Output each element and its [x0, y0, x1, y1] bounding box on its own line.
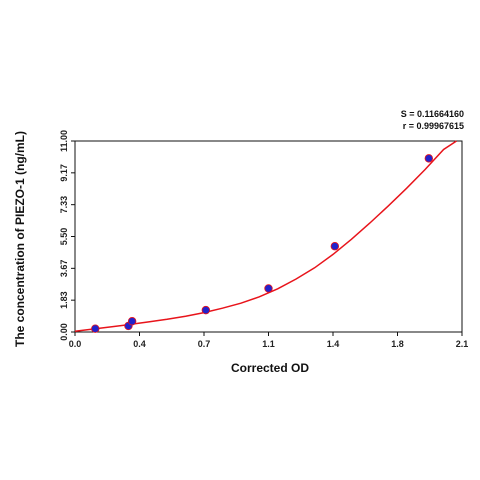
data-point: [330, 242, 340, 251]
data-point: [127, 317, 137, 326]
data-point: [201, 305, 211, 315]
stat-s-value: S = 0.11664160: [401, 109, 464, 119]
x-tick-label: 0.7: [198, 339, 211, 349]
data-point: [91, 324, 100, 333]
x-tick-label: 1.8: [391, 339, 404, 349]
y-tick-label: 9.17: [59, 164, 69, 182]
fit-curve-line: [74, 140, 457, 333]
y-tick-label: 1.83: [59, 291, 69, 309]
x-tick-label: 0.4: [133, 339, 146, 349]
x-tick-label: 2.1: [456, 339, 469, 349]
data-point: [424, 154, 434, 163]
x-axis-ticks: 0.0 0.4 0.7 1.1 1.4 1.8 2.1: [69, 332, 469, 349]
stat-r-value: r = 0.99967615: [403, 121, 464, 131]
plot-area-frame: [74, 140, 463, 333]
x-tick-label: 0.0: [69, 339, 82, 349]
y-tick-label: 5.50: [59, 228, 69, 246]
y-tick-label: 7.33: [59, 196, 69, 214]
y-tick-label: 0.00: [59, 323, 69, 341]
x-axis-title: Corrected OD: [231, 361, 309, 375]
y-axis-title: The concentration of PIEZO-1 (ng/mL): [13, 131, 27, 347]
data-points: [91, 154, 434, 333]
y-tick-label: 11.00: [59, 130, 69, 152]
x-tick-label: 1.1: [262, 339, 275, 349]
data-point: [264, 284, 273, 293]
y-tick-label: 3.67: [59, 260, 69, 278]
fit-statistics: S = 0.11664160 r = 0.99967615: [401, 109, 464, 131]
x-tick-label: 1.4: [327, 339, 340, 349]
y-axis-ticks: 0.00 1.83 3.67 5.50 7.33 9.17 11.00: [59, 130, 75, 341]
